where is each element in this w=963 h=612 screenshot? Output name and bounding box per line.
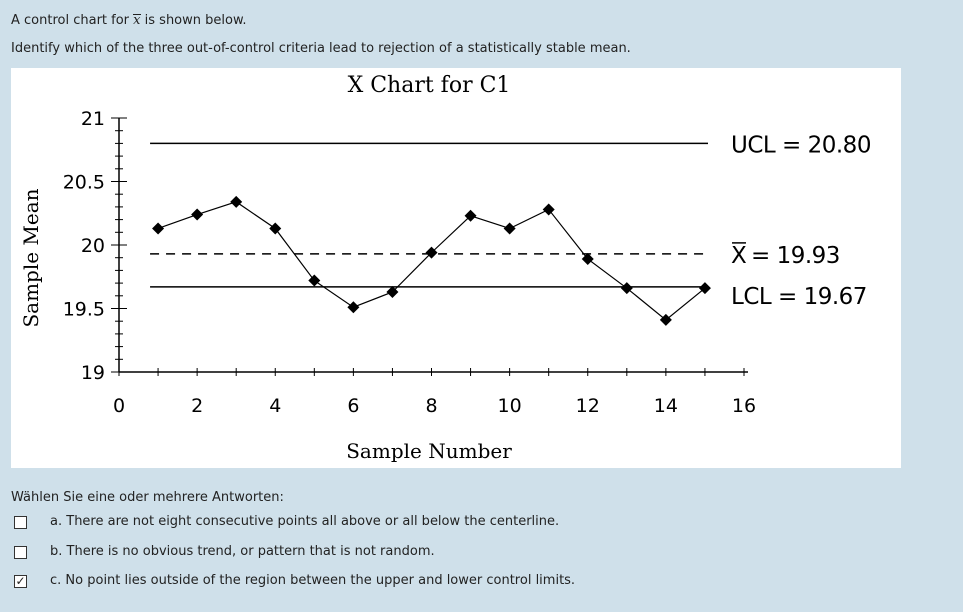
center-label-symbol: X	[731, 243, 747, 269]
answer-option-a-letter: a.	[50, 514, 63, 529]
answer-option-b-label: There is no obvious trend, or pattern th…	[66, 544, 435, 559]
x-tick-label: 12	[576, 395, 600, 417]
answer-option-a[interactable]: a. There are not eight consecutive point…	[14, 514, 714, 534]
check-icon-c: ✓	[15, 574, 26, 588]
data-point-marker	[347, 301, 360, 314]
data-point-marker	[152, 222, 165, 235]
data-point-marker	[269, 222, 282, 235]
y-tick-label: 20.5	[63, 172, 105, 194]
data-point-marker	[386, 285, 399, 298]
answer-prompt: Wählen Sie eine oder mehrere Antworten:	[11, 490, 284, 505]
y-tick-label: 19.5	[63, 299, 105, 321]
answer-option-a-label: There are not eight consecutive points a…	[66, 514, 560, 529]
checkbox-a[interactable]	[14, 516, 27, 529]
answer-option-c-letter: c.	[50, 573, 62, 588]
x-chart: X Chart for C1 Sample Number Sample Mean 19…	[19, 73, 871, 463]
x-tick-label: 14	[654, 395, 678, 417]
answer-option-b-letter: b.	[50, 544, 63, 559]
answer-option-b-text[interactable]: b. There is no obvious trend, or pattern…	[50, 544, 435, 559]
data-point-marker	[503, 222, 516, 235]
y-tick-label: 19	[81, 362, 105, 384]
x-tick-label: 10	[498, 395, 522, 417]
x-tick-label: 4	[269, 395, 281, 417]
x-tick-label: 6	[347, 395, 359, 417]
y-tick-label: 21	[81, 108, 105, 130]
data-point-marker	[542, 203, 555, 216]
x-axis-label: Sample Number	[346, 439, 512, 463]
checkbox-b[interactable]	[14, 546, 27, 559]
x-tick-label: 8	[425, 395, 437, 417]
chart-title: X Chart for C1	[348, 73, 511, 98]
checkbox-c[interactable]: ✓	[14, 574, 27, 588]
data-point-marker	[464, 209, 477, 222]
data-point-marker	[230, 195, 243, 208]
x-tick-label: 16	[732, 395, 756, 417]
data-point-marker	[191, 208, 204, 221]
x-bar-symbol: x	[133, 13, 141, 28]
control-chart-image: X Chart for C1 Sample Number Sample Mean 19…	[11, 68, 901, 468]
data-point-marker	[581, 252, 594, 265]
data-point-marker	[308, 274, 321, 287]
lcl-label: LCL = 19.67	[731, 284, 867, 310]
question-line-2: Identify which of the three out-of-contr…	[11, 41, 631, 56]
answer-option-a-text[interactable]: a. There are not eight consecutive point…	[50, 514, 559, 529]
data-point-marker	[659, 313, 672, 326]
question-line-1-suffix: is shown below.	[144, 13, 247, 28]
answer-option-c-text[interactable]: c. No point lies outside of the region b…	[50, 573, 575, 588]
center-label-value: = 19.93	[751, 243, 840, 269]
data-point-marker	[698, 282, 711, 295]
answer-option-c[interactable]: ✓ c. No point lies outside of the region…	[14, 573, 714, 593]
series-line	[157, 201, 706, 321]
y-axis-label: Sample Mean	[19, 188, 43, 327]
answer-option-b[interactable]: b. There is no obvious trend, or pattern…	[14, 544, 714, 564]
y-tick-label: 20	[81, 235, 105, 257]
data-point-marker	[620, 282, 633, 295]
x-tick-label: 2	[191, 395, 203, 417]
question-line-1-prefix: A control chart for	[11, 13, 130, 28]
x-tick-label: 0	[113, 395, 125, 417]
answer-option-c-label: No point lies outside of the region betw…	[65, 573, 576, 588]
data-point-marker	[425, 246, 438, 259]
question-line-1: A control chart for x is shown below.	[11, 13, 247, 28]
ucl-label: UCL = 20.80	[731, 132, 871, 158]
